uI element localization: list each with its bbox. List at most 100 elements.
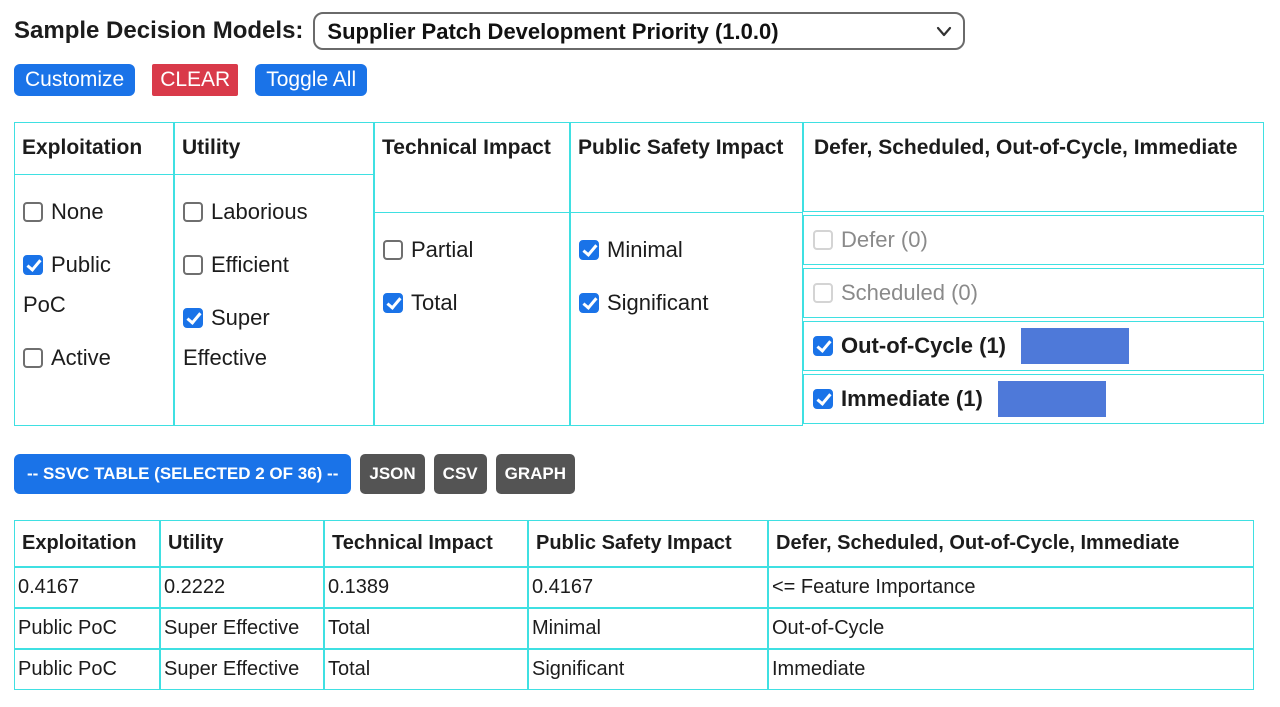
column-body: None Public PoC Active (15, 175, 173, 395)
table-row: Public PoC Super Effective Total Minimal… (14, 608, 1254, 649)
column-public-safety-impact: Public Safety Impact Minimal Significant (570, 122, 803, 426)
option-label: Super Effective (183, 305, 270, 370)
option-label: Efficient (211, 252, 289, 277)
column-exploitation: Exploitation None Public PoC Active (14, 122, 174, 426)
option-public-poc[interactable]: Public PoC (23, 245, 141, 325)
option-label: Scheduled (0) (841, 280, 978, 305)
actions-row: -- SSVC TABLE (SELECTED 2 OF 36) -- JSON… (14, 454, 1266, 494)
scheduled-checkbox (813, 283, 833, 303)
option-label: Immediate (1) (841, 386, 983, 411)
option-out-of-cycle[interactable]: Out-of-Cycle (1) (813, 333, 1006, 359)
table-cell: Public PoC (14, 608, 160, 649)
significant-checkbox[interactable] (579, 293, 599, 313)
laborious-checkbox[interactable] (183, 202, 203, 222)
json-button[interactable]: JSON (360, 454, 425, 494)
column-header: Utility (160, 520, 324, 567)
out-of-cycle-checkbox[interactable] (813, 336, 833, 356)
option-active[interactable]: Active (23, 338, 141, 378)
outcome-row-out-of-cycle: Out-of-Cycle (1) (803, 321, 1264, 371)
page-title: Sample Decision Models: (14, 17, 304, 44)
results-header-row: Exploitation Utility Technical Impact Pu… (14, 520, 1254, 567)
option-total[interactable]: Total (383, 283, 561, 323)
customize-button[interactable]: Customize (14, 64, 136, 96)
public-poc-checkbox[interactable] (23, 255, 43, 275)
super-effective-checkbox[interactable] (183, 308, 203, 328)
option-scheduled: Scheduled (0) (813, 280, 978, 306)
option-none[interactable]: None (23, 192, 141, 232)
table-cell: Out-of-Cycle (768, 608, 1254, 649)
table-cell: 0.4167 (528, 567, 768, 608)
option-label: Public PoC (23, 252, 111, 317)
model-select[interactable]: Supplier Patch Development Priority (1.0… (313, 12, 966, 50)
column-header: Technical Impact (324, 520, 528, 567)
clear-button[interactable]: CLEAR (152, 64, 239, 96)
option-label: Minimal (607, 237, 683, 262)
table-cell: Significant (528, 649, 768, 690)
outcome-row-scheduled: Scheduled (0) (803, 268, 1264, 318)
defer-checkbox (813, 230, 833, 250)
column-body: Laborious Efficient Super Effective (175, 175, 373, 395)
count-bar (1021, 328, 1129, 364)
ssvc-table-button[interactable]: -- SSVC TABLE (SELECTED 2 OF 36) -- (14, 454, 352, 494)
total-checkbox[interactable] (383, 293, 403, 313)
column-header: Public Safety Impact (528, 520, 768, 567)
count-bar (997, 381, 1106, 417)
none-checkbox[interactable] (23, 202, 43, 222)
option-label: Partial (411, 237, 474, 262)
table-cell: Total (324, 649, 528, 690)
option-label: Laborious (211, 199, 308, 224)
option-significant[interactable]: Significant (579, 283, 794, 323)
option-label: Active (51, 345, 111, 370)
column-body: Minimal Significant (571, 213, 802, 340)
outcome-row-defer: Defer (0) (803, 215, 1264, 265)
decision-panel: Exploitation None Public PoC Active Util… (14, 122, 1264, 426)
csv-button[interactable]: CSV (433, 454, 487, 494)
table-cell: Immediate (768, 649, 1254, 690)
table-cell: <= Feature Importance (768, 567, 1254, 608)
table-cell: Public PoC (14, 649, 160, 690)
option-label: None (51, 199, 104, 224)
partial-checkbox[interactable] (383, 240, 403, 260)
table-cell: Minimal (528, 608, 768, 649)
option-minimal[interactable]: Minimal (579, 230, 794, 270)
header-row: Sample Decision Models: Supplier Patch D… (14, 12, 1266, 50)
minimal-checkbox[interactable] (579, 240, 599, 260)
outcome-row-immediate: Immediate (1) (803, 374, 1264, 424)
table-cell: Total (324, 608, 528, 649)
option-defer: Defer (0) (813, 227, 928, 253)
option-partial[interactable]: Partial (383, 230, 561, 270)
column-technical-impact: Technical Impact Partial Total (374, 122, 570, 426)
column-utility: Utility Laborious Efficient Super Effect… (174, 122, 374, 426)
graph-button[interactable]: GRAPH (495, 454, 576, 494)
table-cell: Super Effective (160, 608, 324, 649)
option-super-effective[interactable]: Super Effective (183, 298, 333, 378)
toggle-all-button[interactable]: Toggle All (255, 64, 368, 96)
ssvc-results-table: Exploitation Utility Technical Impact Pu… (14, 520, 1254, 690)
option-label: Total (411, 290, 458, 315)
option-label: Out-of-Cycle (1) (841, 333, 1006, 358)
column-header: Exploitation (15, 123, 173, 175)
table-cell: Super Effective (160, 649, 324, 690)
column-header: Defer, Scheduled, Out-of-Cycle, Immediat… (768, 520, 1254, 567)
table-cell: 0.1389 (324, 567, 528, 608)
column-body: Partial Total (375, 213, 569, 340)
column-header: Exploitation (14, 520, 160, 567)
option-efficient[interactable]: Efficient (183, 245, 333, 285)
option-laborious[interactable]: Laborious (183, 192, 333, 232)
option-label: Defer (0) (841, 227, 928, 252)
column-header: Public Safety Impact (571, 123, 802, 213)
toolbar: Customize CLEAR Toggle All (14, 64, 1266, 96)
table-cell: 0.4167 (14, 567, 160, 608)
active-checkbox[interactable] (23, 348, 43, 368)
option-label: Significant (607, 290, 709, 315)
table-row: Public PoC Super Effective Total Signifi… (14, 649, 1254, 690)
column-outcomes: Defer, Scheduled, Out-of-Cycle, Immediat… (803, 122, 1264, 426)
model-select-wrap: Supplier Patch Development Priority (1.0… (313, 12, 966, 50)
feature-importance-row: 0.4167 0.2222 0.1389 0.4167 <= Feature I… (14, 567, 1254, 608)
immediate-checkbox[interactable] (813, 389, 833, 409)
column-header: Technical Impact (375, 123, 569, 213)
outcome-header: Defer, Scheduled, Out-of-Cycle, Immediat… (803, 122, 1264, 212)
column-header: Utility (175, 123, 373, 175)
option-immediate[interactable]: Immediate (1) (813, 386, 983, 412)
efficient-checkbox[interactable] (183, 255, 203, 275)
